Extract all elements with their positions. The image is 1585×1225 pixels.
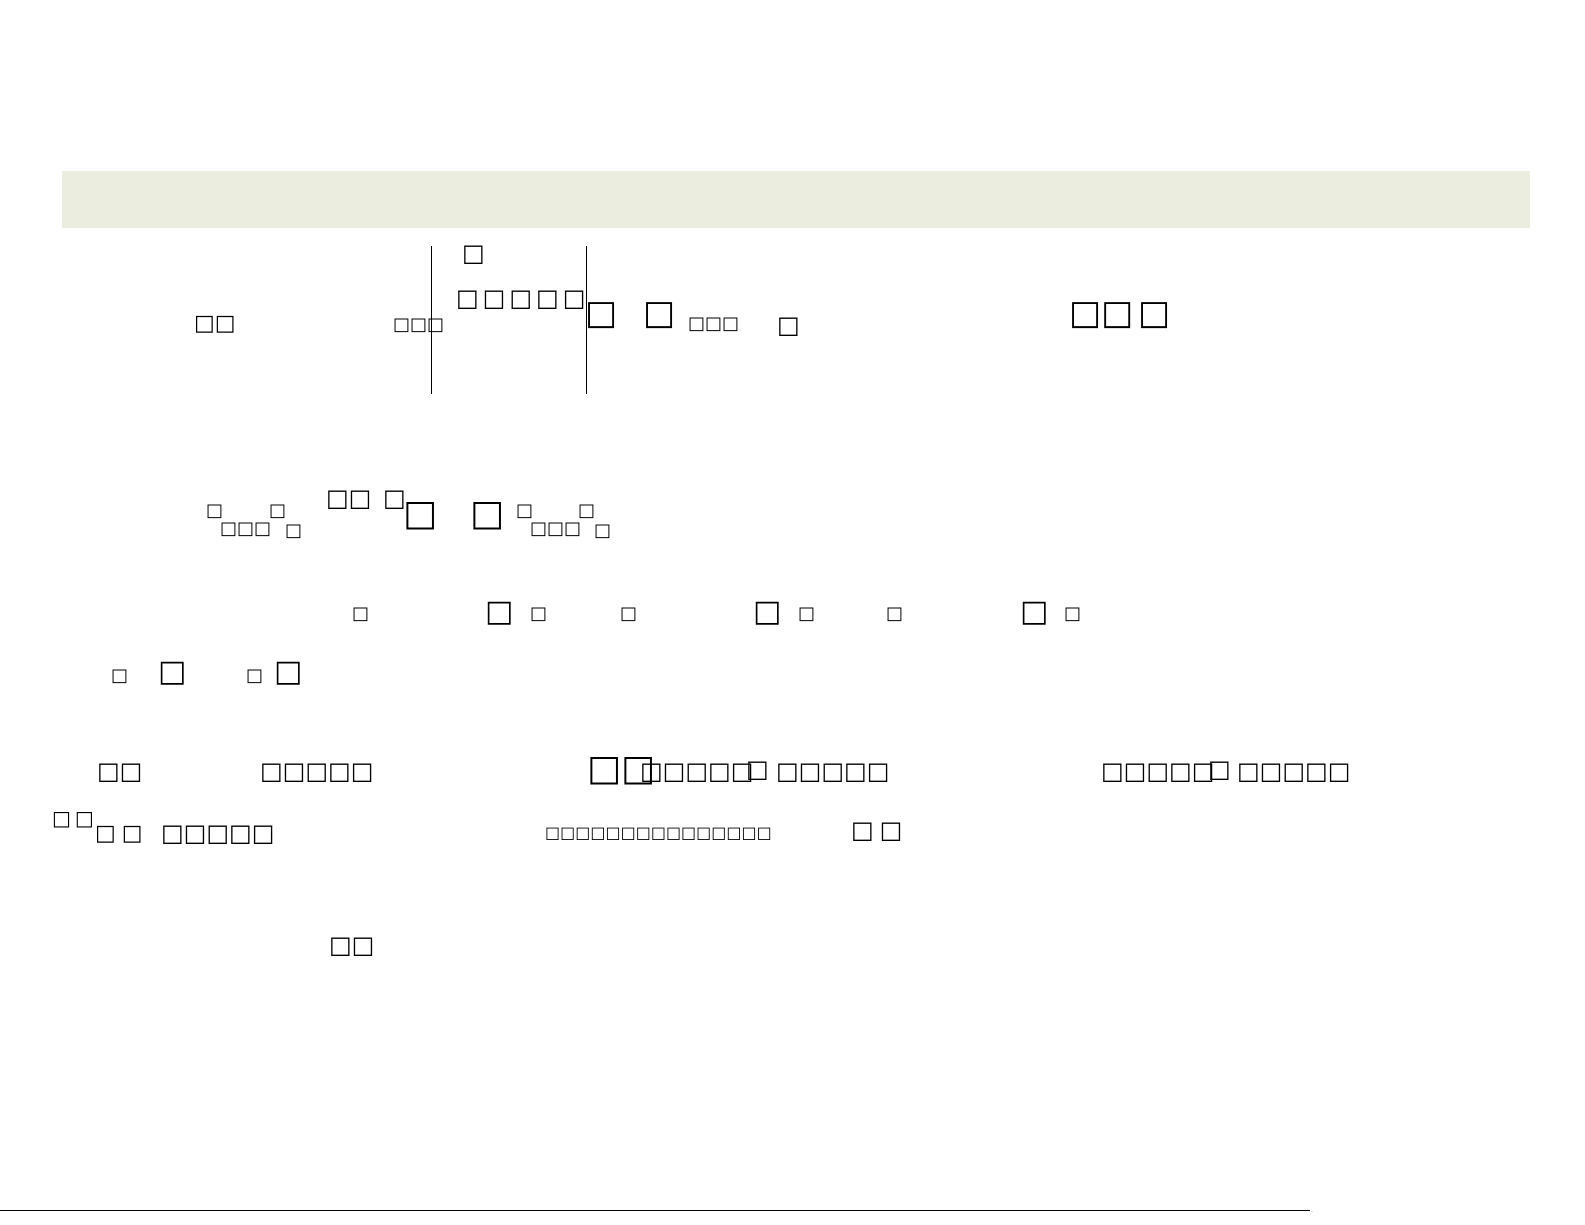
footer-rule — [0, 1210, 1310, 1211]
row5-text-8: □ — [1208, 755, 1231, 783]
row5-text-6: □□□□□ — [776, 757, 890, 785]
row1-text-1: □□ — [194, 311, 236, 336]
row3-text-1: □ — [352, 603, 370, 624]
row5-text-9: □□□□□ — [1237, 757, 1351, 785]
row2-text-11: □ — [578, 500, 596, 521]
row3-text-5: □ — [753, 594, 782, 629]
column-divider-left — [431, 246, 432, 394]
row1-text-9: □□ — [1069, 293, 1134, 333]
column-divider-right — [586, 246, 587, 394]
row6-text-5: □□ — [851, 816, 909, 844]
row4-text-4: □ — [274, 654, 303, 689]
row2-text-3: □ — [269, 500, 287, 521]
footer-mark: . — [1311, 1207, 1313, 1214]
row6-text-2: □□ — [95, 821, 149, 846]
row6-text-4: □□□□□□□□□□□□□□□ — [545, 823, 772, 842]
row5-text-5: □ — [746, 755, 769, 783]
row2-text-4: □ — [285, 520, 303, 541]
row1-text-3: □ — [462, 239, 485, 267]
row6-text-3: □□□□□ — [161, 819, 275, 847]
row5-text-3: □□ — [587, 748, 656, 789]
row5-text-7: □□□□□ — [1101, 757, 1215, 785]
row4-text-1: □ — [111, 665, 129, 686]
row1-text-5: □ — [585, 293, 618, 333]
row5-text-4: □□□□□ — [640, 757, 754, 785]
row1-text-10: □ — [1138, 293, 1171, 333]
row2-text-9: □ — [516, 500, 534, 521]
row1-text-7: □□□ — [688, 313, 740, 334]
row7-text-1: □□ — [329, 931, 375, 959]
row1-text-8: □ — [777, 311, 800, 339]
row5-text-2: □□□□□ — [260, 757, 374, 785]
header-band — [62, 171, 1530, 228]
row6-text-1: □□ — [52, 806, 98, 830]
row3-text-2: □ — [485, 594, 514, 629]
row2-text-2: □□□ — [220, 518, 272, 539]
row2-text-12: □ — [594, 520, 612, 541]
row3-text-9: □ — [1064, 603, 1082, 624]
row1-text-2: □□□ — [393, 314, 445, 335]
row4-text-2: □ — [158, 654, 187, 689]
row3-text-8: □ — [1020, 594, 1049, 629]
row2-text-7: □ — [403, 493, 438, 534]
row2-text-5: □□ — [326, 484, 372, 512]
row2-text-6: □ — [383, 484, 406, 512]
row3-text-6: □ — [798, 603, 816, 624]
row3-text-3: □ — [530, 603, 548, 624]
row5-text-1: □□ — [97, 757, 143, 785]
row3-text-4: □ — [620, 603, 638, 624]
row4-text-3: □ — [246, 665, 264, 686]
row3-text-7: □ — [886, 603, 904, 624]
row2-text-8: □ — [470, 493, 505, 534]
row1-text-4: □□□□□ — [456, 284, 590, 312]
row2-text-1: □ — [206, 500, 224, 521]
row2-text-10: □□□ — [530, 518, 582, 539]
row1-text-6: □ — [643, 293, 676, 333]
